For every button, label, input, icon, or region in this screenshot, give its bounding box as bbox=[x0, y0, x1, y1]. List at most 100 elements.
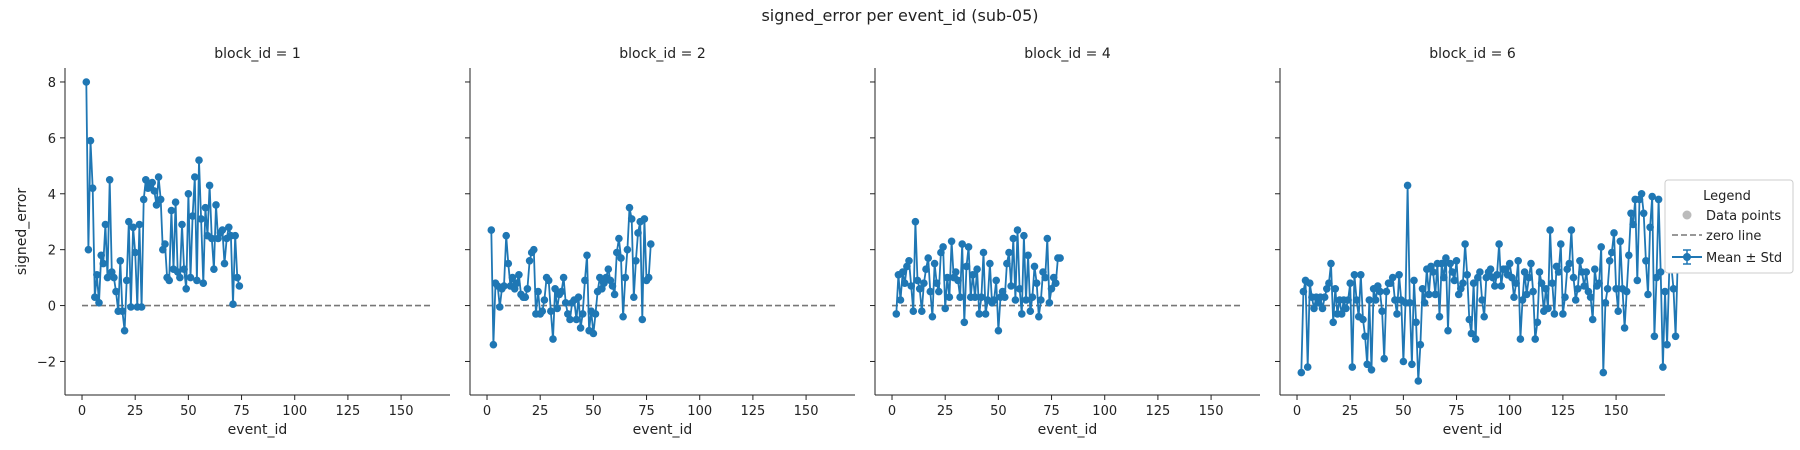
data-point bbox=[103, 273, 112, 282]
data-point bbox=[1652, 273, 1661, 282]
data-point bbox=[549, 335, 557, 343]
data-point bbox=[1005, 248, 1013, 257]
data-point bbox=[1376, 287, 1384, 296]
data-point bbox=[1531, 335, 1539, 343]
data-point bbox=[110, 273, 118, 282]
data-point bbox=[88, 184, 97, 192]
data-point bbox=[1465, 315, 1474, 324]
data-point bbox=[640, 215, 649, 223]
data-point bbox=[91, 293, 99, 302]
data-point bbox=[1461, 240, 1469, 248]
data-point bbox=[82, 78, 91, 86]
data-point bbox=[487, 226, 496, 234]
data-point bbox=[589, 329, 598, 338]
legend-entry-mean-std: Mean ± Std bbox=[1706, 251, 1782, 266]
data-point bbox=[1337, 310, 1346, 318]
data-point bbox=[165, 276, 173, 285]
data-point bbox=[574, 293, 583, 302]
data-point bbox=[1646, 223, 1654, 232]
x-tick-label: 100 bbox=[282, 404, 307, 419]
data-point bbox=[625, 203, 634, 212]
data-point bbox=[161, 240, 169, 248]
data-point bbox=[1013, 226, 1022, 234]
data-point bbox=[647, 240, 655, 248]
data-point bbox=[1015, 285, 1024, 293]
data-point bbox=[1306, 279, 1314, 288]
data-point bbox=[1480, 312, 1488, 321]
data-point bbox=[1446, 259, 1454, 268]
data-point bbox=[1661, 287, 1669, 296]
data-point bbox=[943, 273, 952, 282]
data-point bbox=[630, 293, 638, 302]
data-point bbox=[913, 276, 922, 285]
data-point bbox=[1616, 237, 1625, 246]
x-tick-label: 125 bbox=[740, 404, 765, 419]
data-point bbox=[521, 293, 530, 302]
data-point bbox=[553, 304, 561, 313]
data-point bbox=[1024, 251, 1032, 260]
data-point bbox=[1586, 293, 1595, 302]
data-point bbox=[1399, 357, 1408, 366]
data-point bbox=[105, 176, 114, 184]
data-point bbox=[956, 293, 964, 302]
data-point bbox=[1476, 268, 1484, 276]
data-point bbox=[1011, 296, 1020, 304]
data-point bbox=[1388, 273, 1397, 282]
data-point bbox=[1580, 282, 1588, 290]
data-point bbox=[939, 243, 947, 251]
data-point bbox=[1359, 315, 1367, 324]
data-point bbox=[508, 273, 517, 282]
data-point bbox=[515, 271, 523, 279]
data-point bbox=[1318, 304, 1327, 313]
data-point bbox=[1654, 195, 1663, 204]
data-point bbox=[1327, 259, 1335, 268]
data-point bbox=[544, 276, 553, 285]
data-point bbox=[1463, 271, 1471, 279]
x-tick-label: 75 bbox=[638, 404, 655, 419]
data-point bbox=[118, 307, 127, 316]
data-point bbox=[1297, 368, 1306, 377]
data-point bbox=[920, 279, 928, 288]
data-point bbox=[201, 203, 210, 212]
data-point bbox=[1620, 324, 1629, 332]
data-point bbox=[1452, 257, 1461, 265]
data-point bbox=[129, 223, 137, 232]
y-tick-label: 8 bbox=[48, 76, 56, 91]
data-point bbox=[1467, 329, 1476, 338]
data-point bbox=[1357, 271, 1365, 279]
data-point bbox=[1601, 299, 1610, 307]
data-point bbox=[1622, 287, 1631, 296]
data-point bbox=[1527, 259, 1535, 268]
data-point bbox=[915, 285, 924, 293]
data-point bbox=[1525, 273, 1533, 282]
data-point bbox=[1582, 268, 1591, 276]
data-point bbox=[566, 315, 574, 324]
data-point bbox=[1018, 310, 1026, 318]
data-point bbox=[208, 234, 216, 243]
data-point bbox=[1637, 190, 1646, 198]
data-point bbox=[1007, 282, 1015, 290]
data-point bbox=[986, 259, 994, 268]
data-point bbox=[1382, 287, 1391, 296]
legend-frame bbox=[1664, 179, 1794, 274]
data-point bbox=[945, 293, 954, 302]
data-point bbox=[502, 231, 511, 240]
data-point bbox=[621, 273, 630, 282]
data-point bbox=[1491, 282, 1499, 290]
data-point bbox=[928, 312, 937, 321]
x-tick-label: 25 bbox=[127, 404, 144, 419]
data-point bbox=[1608, 248, 1616, 257]
x-tick-label: 25 bbox=[532, 404, 549, 419]
data-point bbox=[1444, 326, 1452, 335]
data-point bbox=[1644, 290, 1652, 299]
panel-title: block_id = 1 bbox=[214, 46, 300, 62]
data-point bbox=[135, 220, 144, 229]
data-point bbox=[1493, 271, 1501, 279]
data-point bbox=[898, 268, 907, 276]
data-point bbox=[1414, 377, 1423, 385]
x-tick-label: 0 bbox=[78, 404, 86, 419]
data-point bbox=[1393, 310, 1401, 318]
data-point bbox=[1325, 279, 1333, 288]
data-point bbox=[960, 318, 969, 327]
x-axis-label: event_id bbox=[1038, 422, 1098, 438]
